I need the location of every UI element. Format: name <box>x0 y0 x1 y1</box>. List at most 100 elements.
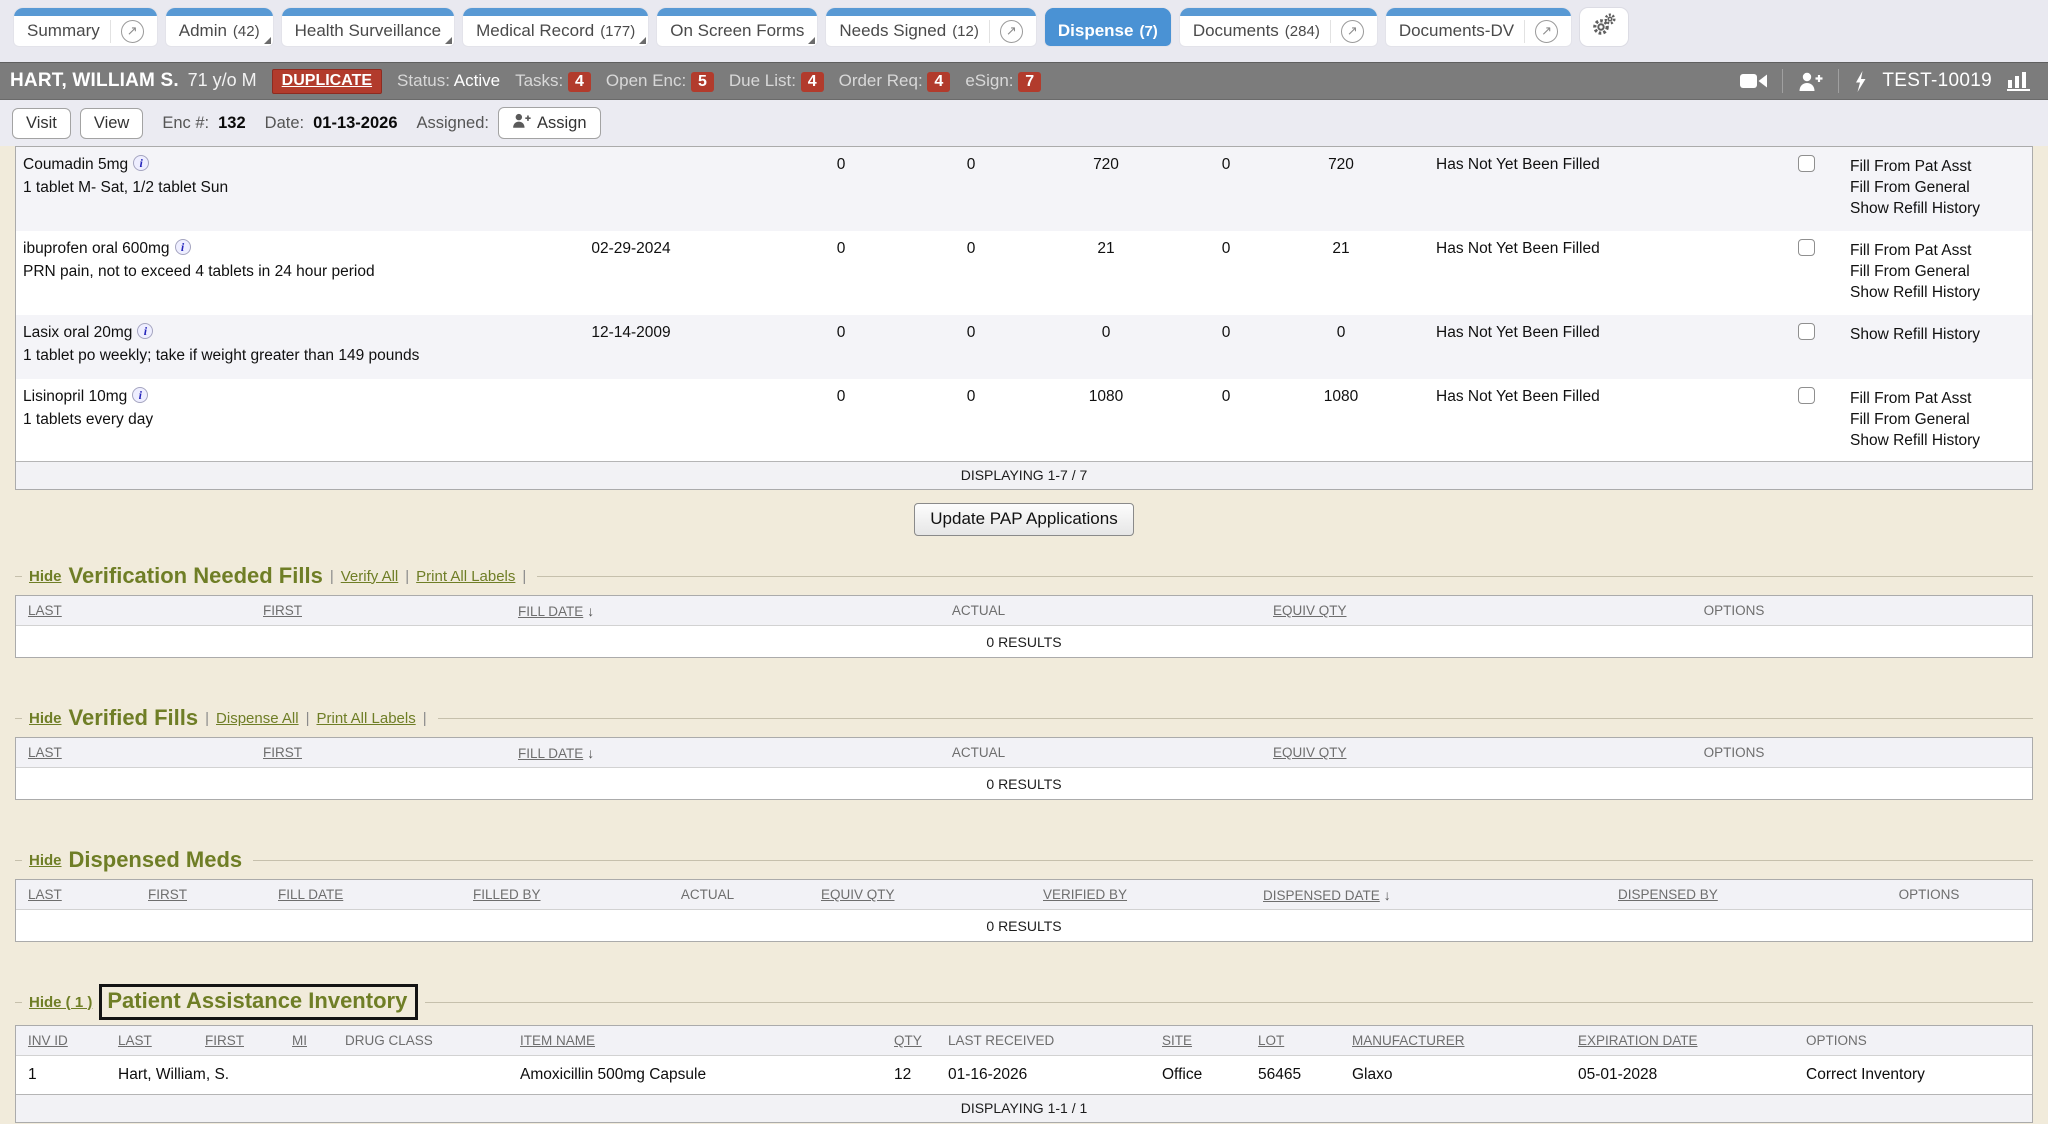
duplicate-badge[interactable]: DUPLICATE <box>271 68 383 94</box>
tab-label: Medical Record <box>476 21 595 40</box>
separator: | <box>305 709 310 727</box>
hide-link[interactable]: Hide <box>29 567 62 585</box>
column-header-verified-by[interactable]: VERIFIED BY <box>1043 887 1128 902</box>
verify-all-link[interactable]: Verify All <box>340 567 399 585</box>
info-icon[interactable]: i <box>137 323 154 339</box>
bar-chart-icon[interactable] <box>2007 71 2030 91</box>
fill-from-general-link[interactable]: Fill From General <box>1850 263 1970 280</box>
tab-dispense[interactable]: Dispense (7) <box>1044 8 1171 46</box>
assign-button[interactable]: Assign <box>497 107 601 139</box>
rule <box>425 1001 2033 1003</box>
fill-from-general-link[interactable]: Fill From General <box>1850 411 1970 428</box>
column-header-lot[interactable]: LOT <box>1258 1033 1285 1048</box>
column-header-site[interactable]: SITE <box>1162 1033 1193 1048</box>
tab-health-surveillance[interactable]: Health Surveillance <box>281 8 455 46</box>
hide-link[interactable]: Hide ( 1 ) <box>29 993 93 1011</box>
column-header-last[interactable]: LAST <box>118 1033 152 1048</box>
tab-documents-dv[interactable]: Documents-DV ↗ <box>1385 8 1572 46</box>
tab-medical-record[interactable]: Medical Record (177) <box>463 8 649 46</box>
tab-on-screen-forms[interactable]: On Screen Forms <box>657 8 818 46</box>
hide-link[interactable]: Hide <box>29 709 62 727</box>
show-refill-history-link[interactable]: Show Refill History <box>1850 326 1981 343</box>
column-header-expiration-date[interactable]: EXPIRATION DATE <box>1578 1033 1698 1048</box>
gears-icon <box>1591 12 1617 43</box>
print-all-labels-link[interactable]: Print All Labels <box>416 567 516 585</box>
tab-popout[interactable]: ↗ <box>1329 19 1364 43</box>
column-header-qty[interactable]: QTY <box>894 1033 922 1048</box>
person-add-icon[interactable] <box>1798 72 1823 91</box>
fill-from-general-link[interactable]: Fill From General <box>1850 179 1970 196</box>
row-checkbox[interactable] <box>1797 323 1815 340</box>
verified-fills-table: LAST FIRST FILL DATE ↓ ACTUAL EQUIV QTY O… <box>15 737 2033 800</box>
order-req-count-badge[interactable]: 4 <box>927 72 951 92</box>
column-header-last[interactable]: LAST <box>28 603 62 618</box>
tab-needs-signed[interactable]: Needs Signed (12) ↗ <box>826 8 1036 46</box>
column-header-fill-date[interactable]: FILL DATE <box>518 603 584 619</box>
row-checkbox[interactable] <box>1797 239 1815 256</box>
show-refill-history-link[interactable]: Show Refill History <box>1850 200 1981 217</box>
manufacturer-cell: Glaxo <box>1352 1066 1393 1083</box>
column-header-manufacturer[interactable]: MANUFACTURER <box>1352 1033 1465 1048</box>
column-header-last[interactable]: LAST <box>28 887 62 902</box>
column-header-filled-by[interactable]: FILLED BY <box>473 887 541 902</box>
column-header-equiv-qty[interactable]: EQUIV QTY <box>1273 745 1347 760</box>
qty-cell: 0 <box>1336 324 1346 341</box>
separator: | <box>329 567 334 585</box>
correct-inventory-link[interactable]: Correct Inventory <box>1806 1066 1925 1083</box>
column-header-last[interactable]: LAST <box>28 745 62 760</box>
column-header-options: OPTIONS <box>1806 1033 1867 1048</box>
fill-from-pat-asst-link[interactable]: Fill From Pat Asst <box>1850 158 1972 175</box>
hide-link[interactable]: Hide <box>29 851 62 869</box>
column-header-first[interactable]: FIRST <box>263 603 302 618</box>
info-icon[interactable]: i <box>133 155 150 171</box>
tab-settings-button[interactable] <box>1580 8 1629 46</box>
assign-button-label: Assign <box>536 113 587 132</box>
info-icon[interactable]: i <box>132 387 149 403</box>
fill-date <box>486 147 776 231</box>
qty-cell: 0 <box>836 156 846 173</box>
print-all-labels-link[interactable]: Print All Labels <box>316 709 416 727</box>
tab-popout[interactable]: ↗ <box>988 19 1023 43</box>
fill-from-pat-asst-link[interactable]: Fill From Pat Asst <box>1850 242 1972 259</box>
column-header-equiv-qty[interactable]: EQUIV QTY <box>1273 603 1347 618</box>
rule <box>253 859 2033 861</box>
info-icon[interactable]: i <box>174 239 191 255</box>
column-header-inv-id[interactable]: INV ID <box>28 1033 68 1048</box>
column-header-equiv-qty[interactable]: EQUIV QTY <box>821 887 895 902</box>
esign-count-badge[interactable]: 7 <box>1018 72 1042 92</box>
tab-popout[interactable]: ↗ <box>109 19 144 43</box>
fill-from-pat-asst-link[interactable]: Fill From Pat Asst <box>1850 390 1972 407</box>
rule <box>537 575 2033 577</box>
column-header-dispensed-date[interactable]: DISPENSED DATE <box>1263 887 1380 903</box>
tasks-count-badge[interactable]: 4 <box>567 72 591 92</box>
row-checkbox[interactable] <box>1797 155 1815 172</box>
tab-admin[interactable]: Admin (42) <box>165 8 273 46</box>
column-header-actual: ACTUAL <box>951 603 1006 618</box>
due-list-count-badge[interactable]: 4 <box>800 72 824 92</box>
column-header-first[interactable]: FIRST <box>263 745 302 760</box>
column-header-mi[interactable]: MI <box>292 1033 307 1048</box>
tab-popout[interactable]: ↗ <box>1524 19 1559 43</box>
video-camera-icon[interactable] <box>1740 72 1768 90</box>
dispense-all-link[interactable]: Dispense All <box>216 709 299 727</box>
show-refill-history-link[interactable]: Show Refill History <box>1850 432 1981 449</box>
show-refill-history-link[interactable]: Show Refill History <box>1850 284 1981 301</box>
separator: | <box>522 567 527 585</box>
open-enc-count-badge[interactable]: 5 <box>690 72 714 92</box>
column-header-item-name[interactable]: ITEM NAME <box>520 1033 596 1048</box>
enc-number-label: Enc #: <box>162 113 210 132</box>
column-header-first[interactable]: FIRST <box>148 887 187 902</box>
tab-summary[interactable]: Summary ↗ <box>14 8 157 46</box>
column-header-dispensed-by[interactable]: DISPENSED BY <box>1618 887 1718 902</box>
visit-button[interactable]: Visit <box>12 107 71 139</box>
column-header-fill-date[interactable]: FILL DATE <box>518 745 584 761</box>
medication-sig: 1 tablet po weekly; take if weight great… <box>23 347 420 364</box>
update-pap-applications-button[interactable]: Update PAP Applications <box>914 503 1134 536</box>
column-header-first[interactable]: FIRST <box>205 1033 244 1048</box>
view-button[interactable]: View <box>79 107 144 139</box>
column-header-fill-date[interactable]: FILL DATE <box>278 887 344 902</box>
lot-cell: 56465 <box>1258 1066 1302 1083</box>
lightning-icon[interactable] <box>1854 70 1867 92</box>
row-checkbox[interactable] <box>1797 387 1815 404</box>
tab-documents[interactable]: Documents (284) ↗ <box>1179 8 1377 46</box>
